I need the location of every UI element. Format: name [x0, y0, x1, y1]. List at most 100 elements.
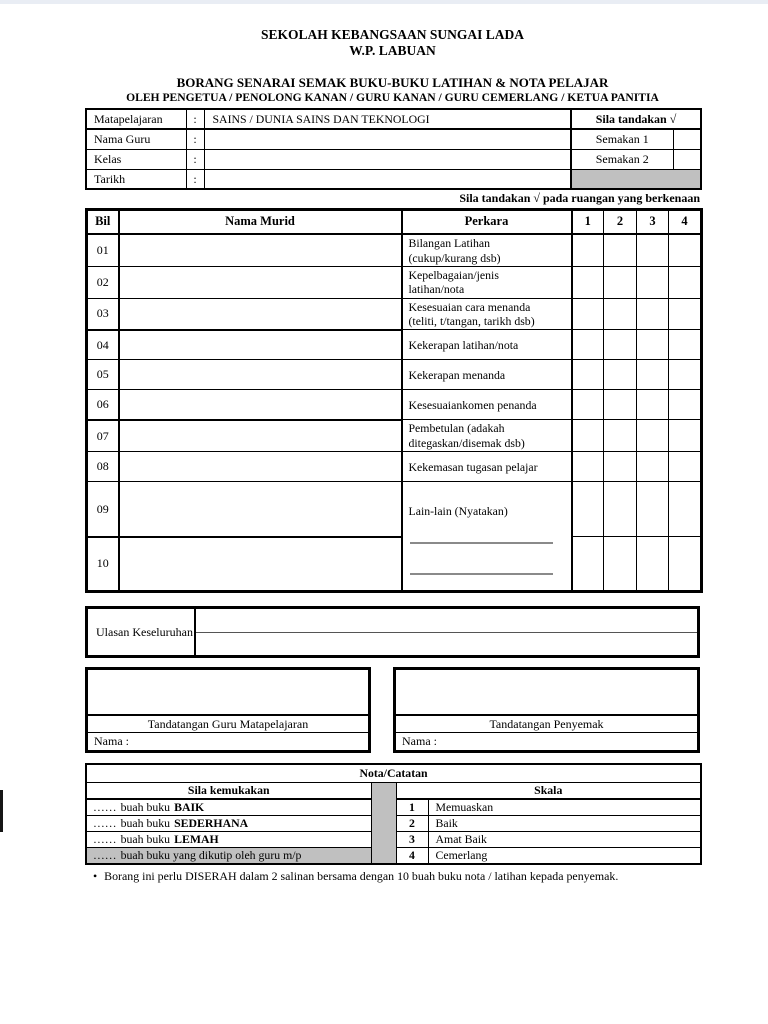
perkara-cell: Kekerapan menanda	[401, 359, 573, 391]
tarikh-label: Tarikh	[85, 168, 187, 190]
nama-murid-cell	[118, 536, 403, 593]
check-cell	[603, 389, 637, 421]
dots-blank: ……	[93, 816, 117, 831]
perkara-cell: Kekerapan latihan/nota	[401, 329, 573, 361]
col-1-header: 1	[571, 208, 604, 236]
write-in-line	[409, 572, 553, 575]
dots-blank: ……	[93, 832, 117, 847]
checklist-header-row: Bil Nama Murid Perkara 1 2 3 4	[86, 208, 702, 236]
kemukakan-item: …… buah buku LEMAH	[85, 831, 372, 849]
table-row: 07 Pembetulan (adakah ditegaskan/disemak…	[86, 419, 702, 453]
table-row: 02 Kepelbagaian/jenis latihan/nota	[86, 265, 702, 299]
semakan-1-check-cell	[672, 128, 702, 150]
colon: :	[185, 168, 205, 190]
matapelajaran-label: Matapelajaran	[85, 108, 187, 131]
table-row: 05 Kekerapan menanda	[86, 359, 702, 391]
signature-caption-guru: Tandatangan Guru Matapelajaran	[88, 716, 368, 734]
col-3-header: 3	[636, 208, 669, 236]
nama-guru-label: Nama Guru	[85, 128, 187, 150]
school-name: SEKOLAH KEBANGSAAN SUNGAI LADA	[261, 27, 524, 42]
check-cell	[668, 481, 702, 538]
bullet-icon: •	[93, 869, 98, 884]
nama-field-guru: Nama :	[94, 734, 129, 749]
signature-box-guru: Tandatangan Guru Matapelajaran Nama :	[85, 667, 371, 754]
table-row: 08 Kekemasan tugasan pelajar	[86, 451, 702, 483]
tick-caption: Sila tandakan √ pada ruangan yang berken…	[459, 191, 700, 206]
nama-murid-cell	[118, 451, 403, 483]
colon: :	[185, 128, 205, 150]
colon: :	[185, 148, 205, 170]
dots-blank: ……	[93, 800, 117, 815]
colon: :	[185, 108, 205, 131]
school-location: W.P. LABUAN	[349, 43, 436, 59]
kelas-label: Kelas	[85, 148, 187, 170]
ulasan-label: Ulasan Keseluruhan	[88, 609, 196, 656]
info-row-matapelajaran: Matapelajaran : SAINS / DUNIA SAINS DAN …	[85, 108, 702, 131]
check-cell	[571, 329, 604, 361]
check-cell	[571, 419, 604, 453]
check-cell	[668, 419, 702, 453]
nama-murid-header: Nama Murid	[118, 208, 403, 236]
nama-murid-cell	[118, 359, 403, 391]
dots-blank: ……	[93, 848, 117, 863]
kemukakan-item: …… buah buku SEDERHANA	[85, 815, 372, 833]
check-cell	[668, 451, 702, 483]
table-row: 04 Kekerapan latihan/nota	[86, 329, 702, 361]
perkara-header: Perkara	[401, 208, 573, 236]
kemukakan-item: …… buah buku BAIK	[85, 798, 372, 817]
perkara-cell: Bilangan Latihan (cukup/kurang dsb)	[401, 233, 573, 267]
page-edge-strip	[0, 0, 768, 4]
write-in-line	[409, 542, 553, 545]
check-cell	[571, 451, 604, 483]
info-row-kelas: Kelas : Semakan 2	[85, 148, 702, 170]
check-cell	[603, 359, 637, 391]
nota-row: …… buah buku yang dikutip oleh guru m/p 4…	[85, 847, 702, 865]
sila-tandakan-header: Sila tandakan √	[570, 108, 702, 131]
perkara-cell: Pembetulan (adakah ditegaskan/disemak ds…	[401, 419, 573, 453]
check-cell	[571, 536, 604, 593]
nama-murid-cell	[118, 481, 403, 538]
perkara-cell: Kesesuaiankomen penanda	[401, 389, 573, 421]
scale-number: 3	[395, 831, 429, 849]
check-cell	[668, 359, 702, 391]
check-cell	[603, 297, 637, 331]
nama-murid-cell	[118, 389, 403, 421]
check-cell	[603, 451, 637, 483]
tarikh-value	[203, 168, 572, 190]
bil-header: Bil	[86, 208, 120, 236]
check-cell	[636, 329, 669, 361]
check-cell	[571, 389, 604, 421]
check-cell	[668, 233, 702, 267]
row-number: 07	[86, 419, 120, 453]
table-row: 06 Kesesuaiankomen penanda	[86, 389, 702, 421]
signature-space	[88, 670, 368, 717]
nota-title-row: Nota/Catatan	[85, 763, 702, 783]
info-row-tarikh: Tarikh :	[85, 168, 702, 190]
check-cell	[636, 389, 669, 421]
check-cell	[603, 536, 637, 593]
document-page: SEKOLAH KEBANGSAAN SUNGAI LADA W.P. LABU…	[85, 0, 703, 884]
scale-number: 4	[395, 847, 429, 865]
subject-info-table: Matapelajaran : SAINS / DUNIA SAINS DAN …	[85, 108, 702, 191]
check-cell	[603, 481, 637, 538]
check-cell	[571, 359, 604, 391]
check-cell	[636, 481, 669, 538]
scan-artifact-mark	[0, 790, 3, 832]
checklist-table: Bil Nama Murid Perkara 1 2 3 4 01 Bilang…	[85, 207, 703, 594]
nota-title: Nota/Catatan	[85, 763, 702, 783]
matapelajaran-value: SAINS / DUNIA SAINS DAN TEKNOLOGI	[203, 108, 572, 131]
perkara-cell: Kekemasan tugasan pelajar	[401, 451, 573, 483]
semakan-2-label: Semakan 2	[570, 148, 674, 170]
check-cell	[636, 536, 669, 593]
semakan-2-check-cell	[672, 148, 702, 170]
check-cell	[636, 265, 669, 299]
scale-label: Cemerlang	[427, 847, 702, 865]
check-cell	[571, 481, 604, 538]
check-cell	[668, 536, 702, 593]
table-row: 01 Bilangan Latihan (cukup/kurang dsb)	[86, 233, 702, 267]
check-cell	[571, 297, 604, 331]
row-number: 04	[86, 329, 120, 361]
ulasan-content-area	[196, 609, 697, 655]
footer-note: • Borang ini perlu DISERAH dalam 2 salina…	[85, 869, 700, 883]
semakan-1-label: Semakan 1	[570, 128, 674, 150]
